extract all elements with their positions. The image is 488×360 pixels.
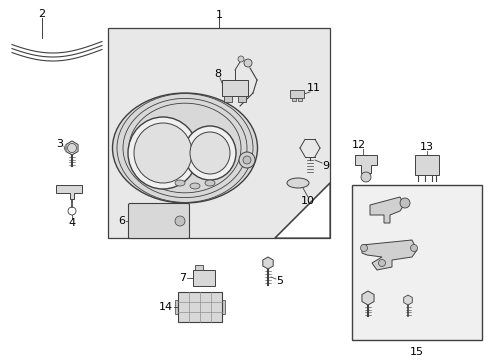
Circle shape — [409, 244, 417, 252]
Text: 4: 4 — [68, 218, 76, 228]
Text: 2: 2 — [39, 9, 45, 19]
Text: 10: 10 — [301, 196, 314, 206]
Text: 14: 14 — [159, 302, 173, 312]
Polygon shape — [66, 141, 78, 155]
Circle shape — [243, 156, 250, 164]
Bar — [178, 292, 222, 322]
Text: 8: 8 — [214, 69, 221, 79]
Text: 11: 11 — [306, 83, 320, 93]
Text: 3: 3 — [57, 139, 63, 149]
Text: 1: 1 — [215, 10, 222, 20]
Polygon shape — [361, 291, 373, 305]
Circle shape — [399, 198, 409, 208]
Bar — [222, 300, 224, 314]
Circle shape — [238, 56, 244, 62]
Circle shape — [239, 152, 254, 168]
Bar — [108, 28, 329, 238]
Polygon shape — [403, 295, 411, 305]
Circle shape — [360, 244, 367, 252]
Circle shape — [244, 59, 251, 67]
Ellipse shape — [190, 183, 200, 189]
Text: 9: 9 — [322, 161, 329, 171]
Bar — [297, 98, 302, 101]
Circle shape — [175, 216, 184, 226]
Ellipse shape — [128, 117, 198, 189]
Ellipse shape — [175, 180, 184, 186]
Ellipse shape — [112, 93, 257, 203]
Text: 5: 5 — [276, 276, 283, 286]
Text: 6: 6 — [118, 216, 125, 226]
Text: 7: 7 — [179, 273, 186, 283]
Bar — [222, 80, 247, 96]
Circle shape — [378, 260, 385, 266]
Text: 12: 12 — [351, 140, 366, 150]
Ellipse shape — [183, 126, 236, 180]
Polygon shape — [354, 155, 376, 173]
Ellipse shape — [190, 132, 229, 174]
Ellipse shape — [204, 180, 215, 186]
Text: 13: 13 — [419, 142, 433, 152]
Polygon shape — [361, 240, 416, 270]
Polygon shape — [56, 185, 82, 199]
Bar — [289, 90, 304, 98]
Bar — [193, 270, 215, 286]
Bar — [224, 96, 231, 102]
Circle shape — [360, 172, 370, 182]
Polygon shape — [274, 183, 329, 238]
FancyBboxPatch shape — [128, 203, 189, 238]
Bar — [414, 155, 438, 175]
Bar — [195, 265, 203, 270]
Polygon shape — [262, 257, 273, 269]
Ellipse shape — [286, 178, 308, 188]
Polygon shape — [369, 197, 403, 223]
Bar — [291, 98, 295, 101]
Bar — [238, 96, 245, 102]
Text: 15: 15 — [409, 347, 423, 357]
Ellipse shape — [134, 123, 192, 183]
Bar — [351, 185, 481, 340]
Bar — [175, 300, 178, 314]
